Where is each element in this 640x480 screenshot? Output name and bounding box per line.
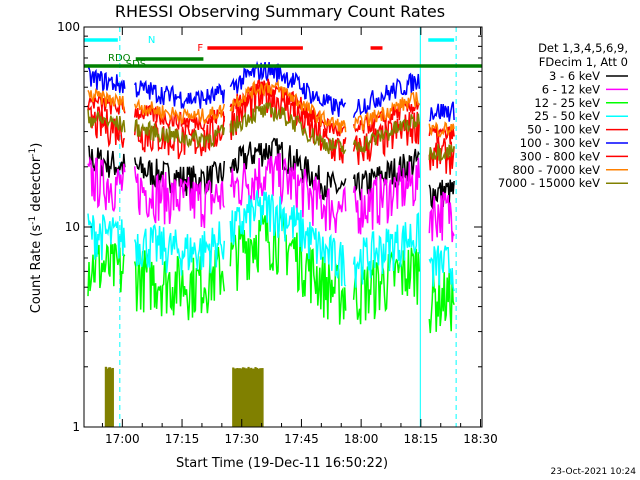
series-segment — [428, 138, 455, 175]
series-segment — [229, 102, 347, 155]
y-tick-label: 100 — [57, 20, 80, 34]
attenuator-bar-group — [104, 366, 114, 427]
flag-rdo: RDO — [84, 53, 482, 68]
series-segment — [229, 137, 347, 201]
legend-header-line-2: FDecim 1, Att 0 — [539, 55, 628, 69]
legend-label: 50 - 100 keV — [527, 123, 600, 137]
x-tick-label: 18:30 — [463, 432, 498, 446]
x-axis-label: Start Time (19-Dec-11 16:50:22) — [176, 456, 388, 471]
series-segment — [229, 80, 347, 164]
y-axis-label: Count Rate (s-1 detector-1) — [28, 143, 44, 314]
series-segment — [87, 156, 126, 213]
legend-label: 300 - 800 keV — [520, 149, 600, 163]
legend-label: 800 - 7000 keV — [512, 163, 600, 177]
legend-label: 6 - 12 keV — [542, 82, 600, 96]
legend-label: 3 - 6 keV — [549, 69, 600, 83]
series-segment — [428, 144, 455, 162]
x-tick-label: 17:30 — [224, 432, 259, 446]
legend-header-line-1: Det 1,3,4,5,6,9, — [538, 41, 628, 55]
series-segment — [133, 98, 226, 125]
flag-f: F — [197, 43, 383, 54]
legend-label: 25 - 50 keV — [534, 109, 600, 123]
series-line-3 — [87, 190, 455, 292]
legend: Det 1,3,4,5,6,9, FDecim 1, Att 0 3 - 6 k… — [498, 41, 628, 190]
series-segment — [428, 191, 455, 243]
series-segment — [229, 79, 347, 134]
flag-sds: SDS — [126, 57, 204, 70]
y-tick-label: 10 — [65, 220, 80, 234]
footer-date: 23-Oct-2021 10:24 — [551, 467, 637, 477]
series-segment — [229, 190, 347, 287]
series-segment — [428, 179, 455, 211]
series-line-2 — [87, 211, 455, 334]
x-tick-label: 17:15 — [165, 432, 200, 446]
flag-label-n: N — [148, 35, 155, 46]
x-tick-label: 18:15 — [404, 432, 439, 446]
series-segment — [133, 156, 226, 196]
series-segment — [87, 145, 126, 178]
series-segment — [229, 60, 347, 117]
series-segment — [87, 109, 126, 133]
series-segment — [352, 113, 421, 153]
series-segment — [134, 79, 226, 110]
series-line-8 — [87, 102, 455, 162]
x-tick-label: 17:45 — [284, 432, 319, 446]
attenuator-bar-group — [232, 366, 264, 427]
series-segment — [352, 157, 421, 235]
series-segment — [133, 221, 226, 276]
x-tick-label: 17:00 — [105, 432, 140, 446]
flag-n: N — [84, 35, 455, 46]
flag-label-rdo: RDO — [108, 53, 131, 64]
series-segment — [428, 121, 455, 138]
series-segment — [428, 245, 455, 292]
series-segment — [87, 88, 126, 112]
legend-label: 100 - 300 keV — [520, 136, 600, 150]
series-segment — [352, 247, 421, 325]
flag-label-f: F — [197, 43, 203, 54]
series-segment — [352, 212, 421, 288]
x-axis: 17:00 17:15 17:30 17:45 18:00 18:15 18:30 — [101, 27, 498, 446]
series-segment — [352, 91, 420, 132]
y-tick-label: 1 — [72, 420, 80, 434]
series-segment — [133, 166, 225, 229]
series-line-5 — [87, 60, 455, 122]
series-segment — [133, 116, 226, 160]
series-segment — [352, 72, 421, 118]
series-line-7 — [87, 79, 455, 138]
legend-label: 7000 - 15000 keV — [498, 176, 600, 190]
series-segment — [229, 211, 347, 325]
series-segment — [87, 67, 126, 94]
legend-label: 12 - 25 keV — [534, 96, 600, 110]
flag-label-sds: SDS — [126, 59, 146, 70]
x-tick-label: 18:00 — [344, 432, 379, 446]
series-segment — [87, 213, 126, 261]
series-segment — [133, 118, 226, 149]
y-axis: 1 10 100 — [57, 20, 482, 434]
chart-title: RHESSI Observing Summary Count Rates — [115, 2, 445, 21]
series-segment — [87, 242, 126, 297]
series-segment — [428, 101, 455, 122]
